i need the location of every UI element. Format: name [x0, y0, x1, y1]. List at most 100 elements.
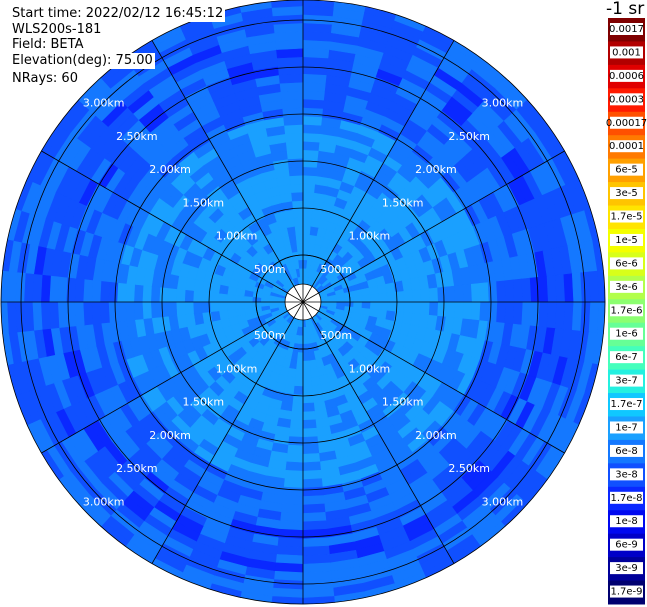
data-cell [235, 294, 245, 303]
data-cell [141, 301, 152, 320]
colorbar-tick-bg [610, 421, 643, 434]
colorbar-tick-bg [610, 398, 643, 411]
data-cell [302, 208, 314, 219]
data-cell [369, 301, 380, 311]
data-cell [290, 411, 304, 421]
data-cell [82, 301, 93, 326]
data-cell [296, 242, 304, 252]
data-cell [175, 301, 186, 316]
data-cell [288, 427, 304, 438]
colorbar-tick-label: 3e-9 [615, 563, 638, 574]
range-label: 1.00km [216, 230, 258, 243]
data-cell [285, 453, 304, 464]
field-label: Field: BETA [10, 37, 86, 53]
range-labels: 500m 500m 500m 500m 1.00km 1.00km 1.00km 1.00km… [83, 97, 523, 509]
data-cell [281, 98, 304, 109]
data-cell [279, 512, 304, 523]
data-cell [454, 301, 465, 320]
colorbar-tick-bg [610, 187, 643, 200]
colorbar-tick-bg [610, 163, 643, 176]
colorbar-tick-bg [610, 257, 643, 270]
range-rings-and-spokes [0, 0, 606, 605]
colorbar-tick-label: 1e-5 [615, 235, 638, 246]
range-label: 3.00km [482, 97, 524, 110]
colorbar-tick-label: 1e-6 [615, 329, 638, 340]
data-cell [302, 90, 326, 101]
data-cell [378, 301, 388, 312]
colorbar-tick-label: 1e-8 [615, 516, 638, 527]
start-time-label: Start time: 2022/02/12 16:45:12 [10, 6, 226, 22]
colorbar-tick-bg [610, 585, 643, 598]
data-cell [292, 208, 304, 219]
data-cell [302, 326, 307, 337]
azimuth-spoke [151, 40, 455, 564]
data-cell [302, 402, 315, 413]
colorbar-tick-label: 1.7e-6 [610, 305, 642, 316]
data-cell [294, 368, 304, 379]
data-cell [428, 301, 439, 317]
data-cell [289, 174, 304, 185]
colorbar-tick-label: 3e-8 [615, 469, 638, 480]
data-cell [504, 301, 515, 325]
data-cell [302, 419, 317, 430]
colorbar-tick-label: 6e-8 [615, 446, 638, 457]
colorbar-tick-label: 3e-7 [615, 376, 638, 387]
colorbar-tick-bg [610, 23, 643, 35]
colorbar-tick-label: 1.7e-9 [610, 587, 642, 598]
data-cell [302, 56, 329, 67]
data-cell [302, 503, 326, 514]
data-cell [82, 278, 93, 303]
data-cell [65, 301, 77, 328]
data-cell [268, 301, 279, 306]
data-cell [504, 279, 515, 303]
range-label: 500m [254, 263, 286, 276]
data-cell [308, 359, 318, 370]
data-cell [302, 512, 327, 523]
colorbar-tick-label: 1.7e-5 [610, 212, 642, 223]
data-cell [538, 276, 549, 303]
data-cell [280, 90, 304, 101]
data-cell [479, 282, 490, 303]
data-cell [302, 81, 327, 92]
data-cell [386, 301, 397, 313]
data-cell [209, 301, 220, 313]
data-cell [302, 73, 328, 84]
colorbar-tick-label: 0.001 [612, 47, 641, 58]
data-cell [294, 225, 304, 236]
data-cell [302, 64, 329, 76]
data-cell [218, 301, 228, 312]
data-cell [302, 528, 329, 540]
data-cell [116, 301, 127, 322]
colorbar-tick-label: 6e-7 [615, 352, 638, 363]
data-cell [235, 307, 246, 317]
data-cell [286, 149, 304, 160]
data-cell [302, 174, 317, 185]
colorbar-tick-label: 6e-5 [615, 165, 638, 176]
data-cell [288, 166, 304, 177]
range-label: 500m [320, 329, 352, 342]
data-cell [283, 115, 304, 126]
data-cell [361, 294, 371, 303]
colorbar-tick-bg [610, 444, 643, 457]
data-cell [226, 293, 237, 303]
data-cell [302, 486, 324, 497]
data-cell [302, 537, 329, 548]
data-cell [279, 81, 304, 92]
range-label: 2.50km [116, 462, 158, 475]
range-label: 2.00km [415, 163, 457, 176]
data-cell [538, 301, 549, 328]
data-cell [74, 301, 85, 327]
data-cell [302, 98, 325, 109]
instrument-label: WLS200s-181 [10, 22, 104, 38]
data-cell [299, 267, 304, 278]
colorbar-tick-bg [610, 140, 643, 153]
data-cell [302, 427, 318, 438]
data-cell [302, 368, 312, 379]
data-cell [302, 495, 325, 506]
data-cell [309, 367, 320, 379]
range-label: 2.00km [149, 163, 191, 176]
data-cell [141, 284, 152, 303]
data-cell [302, 478, 323, 489]
data-cell [302, 124, 322, 135]
data-cell [108, 281, 119, 303]
